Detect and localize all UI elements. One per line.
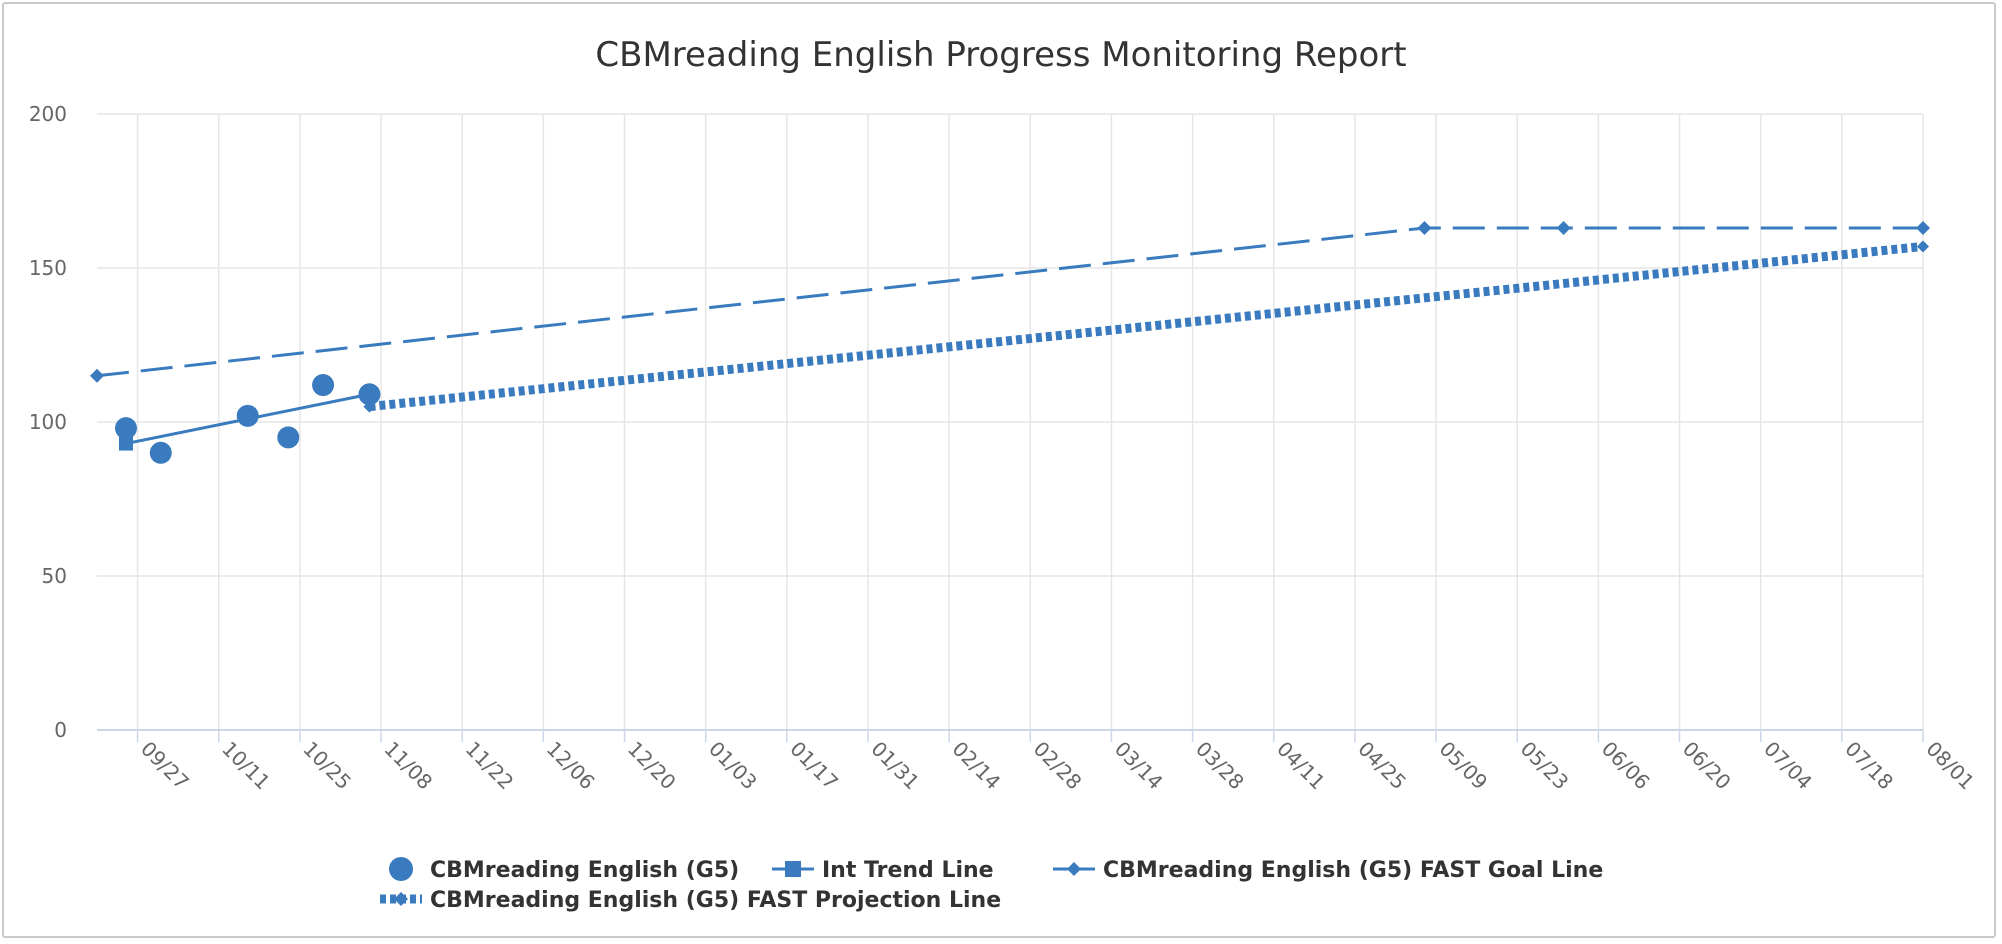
legend-label: Int Trend Line — [822, 858, 994, 883]
x-tick-label: 04/11 — [1272, 737, 1330, 795]
series-line — [125, 392, 370, 446]
grid — [97, 113, 1924, 731]
goal-point — [1417, 220, 1432, 235]
projection-point — [363, 400, 376, 413]
chart-title: CBMreading English Progress Monitoring R… — [595, 35, 1406, 75]
data-point — [114, 417, 137, 440]
y-tick-label: 150 — [29, 256, 67, 280]
x-tick-label: 08/01 — [1921, 737, 1979, 795]
series-2 — [90, 220, 1930, 383]
x-tick-label: 12/20 — [623, 737, 681, 795]
legend-item: CBMreading English (G5) FAST Goal Line — [1053, 858, 1603, 883]
data-point — [312, 374, 335, 397]
legend-item: CBMreading English (G5) FAST Projection … — [380, 888, 1001, 913]
series-line — [96, 226, 1923, 378]
goal-point — [1556, 220, 1571, 235]
legend-label: CBMreading English (G5) FAST Projection … — [430, 888, 1001, 913]
x-tick-label: 12/06 — [542, 737, 600, 795]
x-tick-label: 01/03 — [704, 737, 762, 795]
goal-point — [90, 368, 104, 383]
legend-marker — [394, 892, 408, 906]
axes: 0 50 100 150 200 09/27 10/11 10/25 11/08 11/22 12/… — [29, 102, 1979, 794]
x-tick-label: 04/25 — [1353, 737, 1411, 795]
x-tick-label: 01/31 — [866, 737, 924, 795]
x-tick-label: 03/28 — [1191, 737, 1249, 795]
legend-marker — [1067, 862, 1081, 876]
x-tick-label: 07/04 — [1759, 737, 1817, 795]
legend-item: CBMreading English (G5) — [389, 857, 739, 883]
legend-label: CBMreading English (G5) — [430, 858, 739, 883]
series-1 — [118, 392, 370, 451]
x-tick-label: 11/08 — [380, 737, 438, 795]
series-layer — [90, 220, 1930, 464]
x-tick-label: 03/14 — [1110, 737, 1168, 795]
trend-start-marker — [118, 436, 133, 451]
x-tick-label: 09/27 — [136, 737, 194, 795]
x-tick-label: 06/06 — [1597, 737, 1655, 795]
goal-point — [1916, 220, 1930, 235]
x-tick-label: 06/20 — [1678, 737, 1736, 795]
y-tick-label: 100 — [29, 410, 67, 434]
x-tick-label: 02/28 — [1029, 737, 1087, 795]
series-3 — [363, 240, 1929, 413]
y-tick-label: 0 — [54, 718, 67, 742]
legend: CBMreading English (G5) Int Trend Line CBM… — [380, 857, 1603, 913]
legend-marker — [389, 857, 413, 881]
y-tick-label: 200 — [29, 102, 67, 126]
x-tick-label: 10/11 — [217, 737, 275, 795]
projection-point — [1917, 240, 1929, 253]
x-tick-label: 11/22 — [461, 737, 519, 795]
legend-item: Int Trend Line — [772, 858, 994, 883]
x-tick-label: 07/18 — [1840, 737, 1898, 795]
x-tick-label: 10/25 — [298, 737, 356, 795]
y-tick-label: 50 — [42, 564, 67, 588]
legend-marker — [785, 861, 801, 877]
series-line — [368, 241, 1924, 412]
x-tick-label: 05/23 — [1516, 737, 1574, 795]
data-point — [277, 426, 300, 449]
x-tick-label: 01/17 — [785, 737, 843, 795]
x-tick-label: 02/14 — [948, 737, 1006, 795]
legend-label: CBMreading English (G5) FAST Goal Line — [1103, 858, 1603, 883]
x-tick-label: 05/09 — [1435, 737, 1493, 795]
data-point — [149, 441, 172, 464]
